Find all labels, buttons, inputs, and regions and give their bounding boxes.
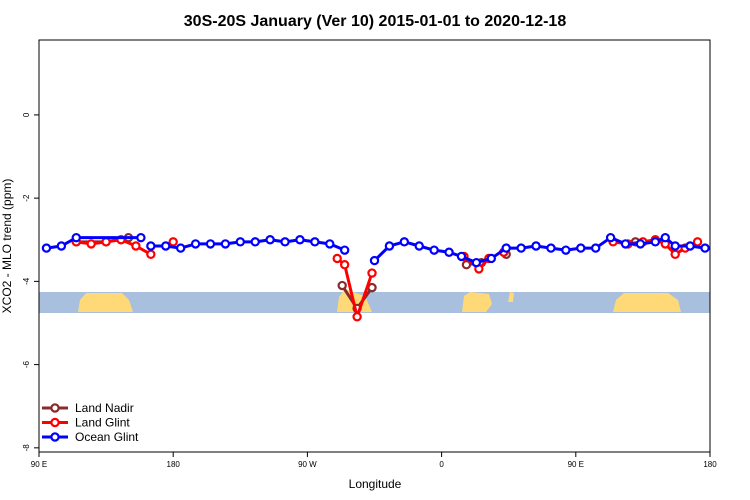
x-axis-label: Longitude — [349, 477, 402, 491]
x-axis: 90 E 180 90 W 0 90 E 180 — [31, 452, 717, 469]
y-tick-label: -6 — [22, 361, 31, 369]
data-point — [399, 237, 410, 247]
y-axis-label: XCO2 - MLO trend (ppm) — [0, 179, 14, 314]
data-point — [325, 239, 335, 249]
data-point — [516, 243, 526, 253]
data-point — [220, 239, 231, 249]
data-point — [444, 247, 454, 257]
data-point — [131, 241, 141, 251]
data-point — [190, 239, 201, 249]
land-shape — [508, 292, 514, 302]
data-point — [531, 241, 541, 251]
data-point — [590, 243, 601, 253]
x-tick-label: 90 E — [568, 460, 584, 469]
data-point — [685, 241, 695, 251]
data-point — [86, 239, 96, 249]
data-point — [561, 245, 571, 255]
data-point — [456, 251, 467, 262]
data-point — [352, 312, 362, 322]
data-point — [660, 232, 670, 243]
data-point — [369, 255, 380, 266]
data-point — [576, 243, 586, 253]
legend-marker — [50, 417, 60, 428]
data-point — [501, 243, 511, 253]
data-point — [546, 243, 556, 253]
data-point — [295, 235, 305, 245]
series-ocean-glint — [41, 232, 710, 268]
plot-frame — [38, 39, 711, 453]
data-point — [429, 245, 439, 255]
data-point — [650, 237, 661, 247]
ocean-band — [39, 292, 710, 313]
data-point — [205, 239, 216, 249]
data-point — [692, 237, 703, 247]
data-point — [337, 280, 347, 291]
data-point — [235, 237, 245, 247]
y-tick-label: -4 — [22, 277, 31, 285]
chart-title: 30S-20S January (Ver 10) 2015-01-01 to 2… — [184, 13, 567, 30]
legend-label: Ocean Glint — [75, 430, 139, 444]
map-band — [39, 289, 710, 313]
data-point — [310, 237, 320, 247]
y-tick-label: 0 — [22, 112, 31, 117]
x-tick-label: 180 — [167, 460, 181, 469]
data-point — [605, 232, 616, 243]
data-point — [367, 282, 377, 293]
data-point — [175, 243, 186, 253]
legend-label: Land Nadir — [75, 401, 134, 415]
legend-marker — [50, 403, 60, 413]
data-point — [41, 243, 52, 253]
series-line — [336, 257, 374, 319]
land-shape — [613, 293, 681, 312]
y-tick-label: -2 — [22, 194, 31, 202]
data-point — [414, 241, 424, 251]
data-point — [280, 237, 290, 247]
data-point — [471, 257, 482, 268]
x-tick-label: 90 E — [31, 460, 47, 469]
y-axis: 0 -2 -4 -6 -8 — [22, 112, 39, 451]
data-point — [161, 241, 171, 251]
data-point — [620, 239, 631, 249]
data-point — [384, 241, 395, 251]
data-point — [461, 260, 472, 270]
data-point — [146, 241, 156, 251]
data-point — [670, 241, 680, 251]
data-point — [367, 268, 377, 278]
legend-marker — [50, 432, 60, 442]
data-point — [265, 235, 275, 245]
series-layer — [41, 232, 710, 322]
data-point — [250, 237, 260, 247]
data-point — [136, 232, 146, 243]
y-tick-label: -8 — [22, 444, 31, 452]
x-tick-label: 180 — [703, 460, 717, 469]
data-point — [339, 245, 350, 255]
x-tick-label: 90 W — [298, 460, 317, 469]
data-point — [486, 253, 497, 264]
data-point — [71, 232, 81, 243]
data-point — [670, 249, 680, 260]
land-shape — [78, 293, 133, 312]
data-point — [56, 241, 67, 251]
data-point — [332, 253, 342, 264]
series-line — [46, 236, 141, 250]
data-point — [101, 237, 111, 247]
x-tick-label: 0 — [439, 460, 444, 469]
data-point — [700, 243, 710, 253]
data-point — [168, 237, 178, 247]
data-point — [339, 260, 350, 270]
data-point — [635, 239, 646, 249]
data-point — [146, 249, 156, 260]
legend-label: Land Glint — [75, 416, 130, 430]
land-shape — [462, 292, 492, 312]
